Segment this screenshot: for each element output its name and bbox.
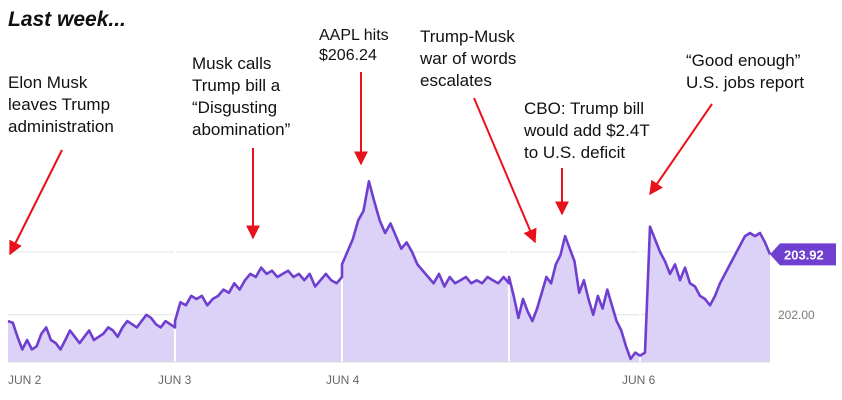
- current-price-badge: [770, 243, 836, 266]
- annotation-line: AAPL hits: [319, 27, 389, 44]
- annotation-line: U.S. jobs report: [686, 73, 805, 92]
- y-tick-label: 202.00: [778, 308, 815, 322]
- x-tick-label: JUN 6: [622, 373, 656, 387]
- annotation-war-of-words: Trump-Musk war of words escalates: [420, 26, 516, 92]
- annotation-line: CBO: Trump bill: [524, 99, 644, 118]
- annotation-disgusting: Musk calls Trump bill a “Disgusting abom…: [192, 53, 290, 141]
- price-area: [8, 181, 770, 362]
- current-price-label: 203.92: [784, 247, 824, 262]
- annotation-line: Musk calls: [192, 54, 272, 73]
- x-tick-label: JUN 2: [8, 373, 42, 387]
- annotation-line: $206.24: [319, 47, 377, 64]
- arrow-war-of-words: [473, 97, 537, 244]
- annotation-line: Elon Musk: [8, 73, 88, 92]
- annotation-cbo: CBO: Trump bill would add $2.4T to U.S. …: [524, 98, 650, 164]
- annotation-line: leaves Trump: [8, 95, 111, 114]
- annotation-line: war of words: [420, 49, 517, 68]
- price-line: [7, 180, 772, 361]
- annotation-aapl-hits: AAPL hits $206.24: [319, 26, 389, 66]
- annotation-line: abomination”: [192, 120, 291, 139]
- annotation-jobs-report: “Good enough” U.S. jobs report: [686, 50, 804, 94]
- annotation-line: “Good enough”: [686, 51, 801, 70]
- annotation-line: would add $2.4T: [524, 121, 650, 140]
- chart-title: Last week...: [8, 8, 126, 31]
- x-tick-label: JUN 4: [326, 373, 360, 387]
- annotation-line: to U.S. deficit: [524, 143, 626, 162]
- annotation-line: Trump bill a: [192, 76, 281, 95]
- arrow-jobs-report: [649, 103, 713, 196]
- annotation-line: “Disgusting: [192, 98, 278, 117]
- annotation-line: administration: [8, 117, 114, 136]
- annotation-line: escalates: [420, 71, 492, 90]
- annotation-musk-leaves: Elon Musk leaves Trump administration: [8, 72, 114, 138]
- x-tick-label: JUN 3: [158, 373, 192, 387]
- arrow-musk-leaves: [9, 149, 63, 256]
- annotation-line: Trump-Musk: [420, 27, 515, 46]
